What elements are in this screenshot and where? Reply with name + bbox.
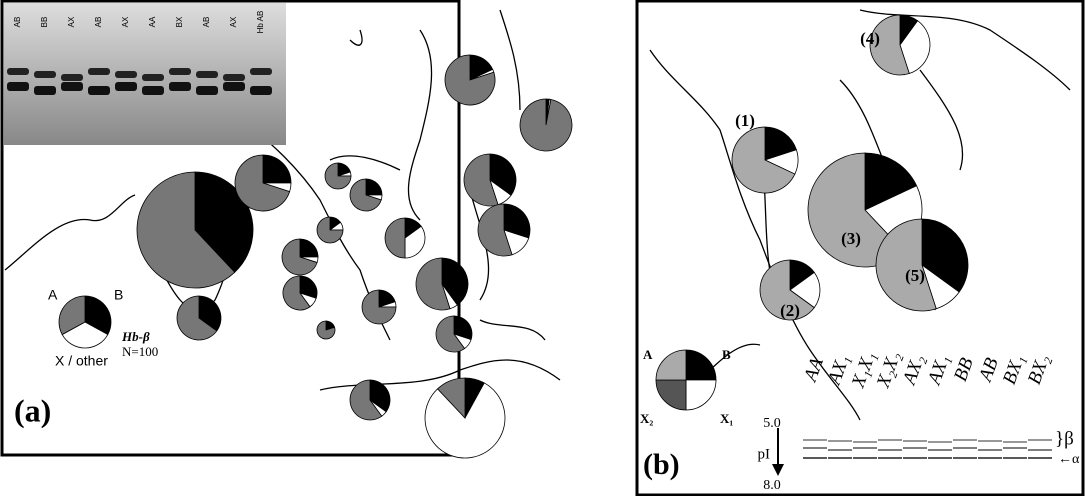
- legend-label: X / other: [55, 353, 108, 369]
- site-label: (2): [780, 301, 800, 320]
- gel-band: [142, 86, 164, 95]
- gel-lane-label: AX: [121, 16, 130, 27]
- gel-lane-label: AX: [229, 16, 238, 27]
- gel-band: [61, 82, 83, 91]
- pie-slice: [520, 99, 572, 151]
- gel-band: [61, 74, 83, 81]
- gel-lane-label: AA: [148, 16, 157, 27]
- gel-band: [169, 68, 191, 75]
- alpha-label: ←α: [1058, 452, 1080, 467]
- gel-lane-label: BB: [40, 17, 49, 28]
- panel-label: (b): [643, 448, 680, 481]
- gel-band: [250, 68, 272, 75]
- gel-band: [115, 71, 137, 78]
- gel-band: [142, 74, 164, 81]
- beta-label: }β: [1055, 428, 1074, 449]
- gel-band: [196, 86, 218, 95]
- legend-label: A: [48, 287, 58, 303]
- site-label: (3): [841, 229, 861, 248]
- site-label: (1): [735, 111, 755, 130]
- gel-band: [115, 82, 137, 91]
- ph-label: pI: [758, 446, 771, 462]
- gel-band: [34, 86, 56, 95]
- gel-band: [88, 68, 110, 75]
- site-label: (4): [860, 29, 880, 48]
- ph-top: 5.0: [763, 416, 781, 431]
- gel-band: [7, 82, 29, 91]
- figure: ABBBAXABAXAABXABAXHb AB ABX / otherHb-βN…: [0, 0, 1085, 496]
- gel-band: [196, 71, 218, 78]
- gel-lane-label: AX: [67, 16, 76, 27]
- gel-lane-label: AB: [94, 17, 103, 28]
- legend-label: A: [643, 347, 653, 362]
- gel-lane-label: AB: [202, 17, 211, 28]
- legend-n: N=100: [122, 344, 158, 359]
- gel-band: [34, 71, 56, 78]
- gel-band: [7, 68, 29, 75]
- ph-bottom: 8.0: [763, 478, 781, 493]
- legend-label: X₂: [640, 411, 653, 426]
- site-label: (5): [905, 266, 925, 285]
- legend-label: B: [722, 347, 731, 362]
- legend-gene: Hb-β: [121, 329, 150, 344]
- legend-label: X₁: [720, 411, 733, 426]
- gel-lane-label: Hb AB: [256, 11, 265, 34]
- gel-lane-label: AB: [13, 17, 22, 28]
- gel-inset: AB BB AX AB AX AA BX AB AX Hb AB: [4, 3, 286, 145]
- gel-band: [169, 82, 191, 91]
- gel-band: [223, 74, 245, 81]
- gel-band: [223, 82, 245, 91]
- gel-band: [250, 86, 272, 95]
- legend-label: B: [114, 287, 123, 303]
- panel-label: (a): [14, 392, 51, 428]
- gel-band: [88, 86, 110, 95]
- gel-lane-label: BX: [175, 16, 184, 27]
